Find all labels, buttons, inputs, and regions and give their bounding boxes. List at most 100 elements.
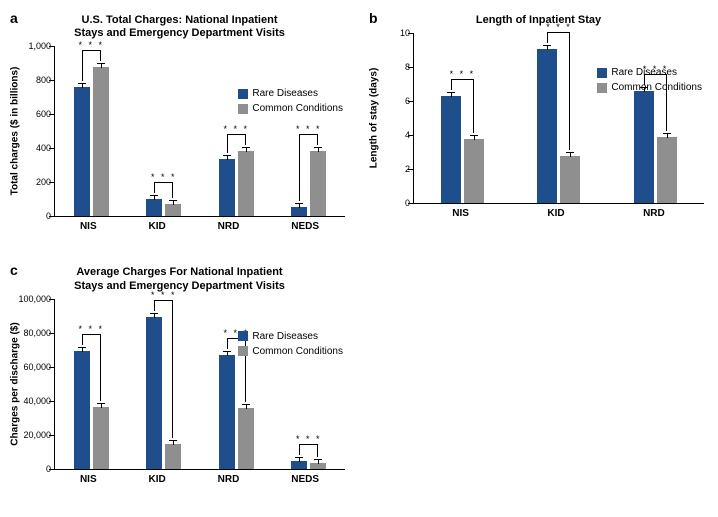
y-tick-label: 10 [124, 28, 410, 38]
x-tick-label: NIS [80, 474, 97, 485]
significance-bracket: * * * [154, 300, 173, 307]
bar-group: * * * [146, 299, 181, 469]
x-tick-label: NEDS [291, 221, 319, 232]
bar-common [238, 408, 254, 468]
bar-rare [291, 461, 307, 469]
legend: Rare Diseases Common Conditions [597, 65, 702, 95]
bar-group: * * * [74, 46, 109, 216]
bar-rare [219, 355, 235, 469]
y-tick-label: 60,000 [0, 362, 51, 372]
error-bar [470, 135, 478, 140]
y-tick-label: 0 [124, 198, 410, 208]
significance-bracket: * * * [82, 334, 101, 341]
x-tick-label: KID [547, 208, 564, 219]
x-labels: NIS KID NRD NEDS [54, 474, 345, 485]
bar-rare [634, 91, 654, 203]
significance-bracket: * * * [547, 32, 570, 39]
x-tick-label: KID [149, 221, 166, 232]
y-tick-label: 80,000 [0, 328, 51, 338]
significance-stars: * * * [78, 324, 104, 334]
legend-item-common: Common Conditions [238, 344, 343, 359]
legend-label-rare: Rare Diseases [611, 67, 677, 78]
significance-bracket: * * * [82, 50, 101, 57]
bar-common [560, 156, 580, 204]
y-tick-label: 400 [0, 143, 51, 153]
legend-item-rare: Rare Diseases [238, 329, 343, 344]
legend-item-rare: Rare Diseases [597, 65, 702, 80]
panel-b: bLength of Inpatient Stay Length of stay … [369, 10, 708, 254]
bar-common [464, 139, 484, 204]
y-tick-label: 6 [124, 96, 410, 106]
error-bar [78, 347, 86, 352]
bar-rare [74, 351, 90, 468]
bars-container: * * * * * * * * * [414, 33, 704, 203]
plot-area: Length of stay (days)0246810* * ** * ** … [413, 33, 704, 204]
error-bar [97, 63, 105, 68]
x-tick-label: NEDS [291, 474, 319, 485]
legend-swatch-common [597, 83, 607, 93]
bar-common [93, 407, 109, 469]
error-bar [663, 133, 671, 138]
error-bar [223, 351, 231, 356]
error-bar [97, 403, 105, 408]
panel-letter: c [10, 262, 18, 278]
error-bar [314, 147, 322, 152]
significance-stars: * * * [450, 69, 476, 79]
legend: Rare Diseases Common Conditions [238, 329, 343, 359]
x-labels: NIS KID NRD [413, 208, 704, 219]
panel-c: cAverage Charges For National InpatientS… [10, 262, 349, 506]
chart-title: Length of Inpatient Stay [369, 14, 708, 27]
error-bar [314, 459, 322, 464]
legend-label-rare: Rare Diseases [252, 331, 318, 342]
significance-stars: * * * [151, 290, 177, 300]
chart-box: Length of stay (days)0246810* * ** * ** … [413, 33, 704, 219]
significance-stars: * * * [546, 22, 572, 32]
bar-common [165, 444, 181, 469]
significance-stars: * * * [78, 40, 104, 50]
y-tick-label: 100,000 [0, 294, 51, 304]
bar-rare [146, 317, 162, 469]
y-tick-label: 20,000 [0, 430, 51, 440]
bar-group: * * * [441, 33, 484, 203]
x-labels: NIS KID NRD NEDS [54, 221, 345, 232]
x-tick-label: KID [149, 474, 166, 485]
error-bar [169, 440, 177, 445]
error-bar [295, 457, 303, 462]
significance-bracket: * * * [299, 444, 318, 451]
bar-group: * * * [291, 299, 326, 469]
panel-letter: a [10, 10, 18, 26]
y-tick-label: 800 [0, 75, 51, 85]
y-tick-label: 4 [124, 130, 410, 140]
bar-group: * * * [537, 33, 580, 203]
significance-bracket: * * * [154, 182, 173, 189]
chart-title: Average Charges For National InpatientSt… [10, 266, 349, 292]
x-tick-label: NRD [218, 221, 240, 232]
y-tick-label: 0 [0, 464, 51, 474]
y-tick-label: 600 [0, 109, 51, 119]
x-tick-label: NRD [218, 474, 240, 485]
bar-common [93, 67, 109, 217]
bar-rare [441, 96, 461, 203]
error-bar [223, 155, 231, 160]
bar-group: * * * [634, 33, 677, 203]
plot-area: Charges per discharge ($)020,00040,00060… [54, 299, 345, 470]
panel-letter: b [369, 10, 378, 26]
y-axis-label: Length of stay (days) [369, 68, 380, 169]
x-tick-label: NRD [643, 208, 665, 219]
error-bar [242, 404, 250, 409]
legend-label-common: Common Conditions [252, 346, 343, 357]
error-bar [242, 147, 250, 152]
y-tick-label: 40,000 [0, 396, 51, 406]
bar-rare [74, 87, 90, 216]
y-tick-label: 8 [124, 62, 410, 72]
significance-stars: * * * [296, 434, 322, 444]
legend-label-common: Common Conditions [611, 82, 702, 93]
x-tick-label: NIS [80, 221, 97, 232]
chart-box: Charges per discharge ($)020,00040,00060… [54, 299, 345, 485]
bar-rare [537, 49, 557, 204]
error-bar [78, 83, 86, 88]
error-bar [566, 152, 574, 157]
legend-item-common: Common Conditions [597, 80, 702, 95]
x-tick-label: NIS [452, 208, 469, 219]
error-bar [543, 45, 551, 50]
